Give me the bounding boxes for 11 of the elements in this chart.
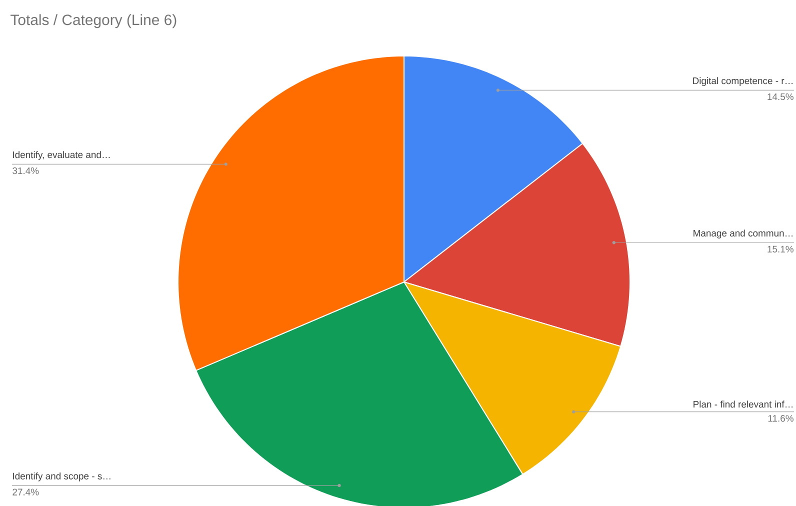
slice-label: Identify and scope - s… <box>13 472 110 482</box>
slice-label: Plan - find relevant inf… <box>694 400 793 408</box>
data-label: 27.4% <box>12 488 39 496</box>
chart-title: Totals / Category (Line 6) <box>10 14 176 28</box>
data-label: 11.6% <box>768 415 794 422</box>
data-label: 14.5% <box>768 93 794 100</box>
slice-label: Digital competence - r… <box>693 77 793 86</box>
slice-label: Manage and commun… <box>694 230 792 238</box>
data-label: 31.4% <box>12 167 39 174</box>
data-label: 15.1% <box>768 246 794 252</box>
slice-label: Identify, evaluate and… <box>13 151 110 160</box>
